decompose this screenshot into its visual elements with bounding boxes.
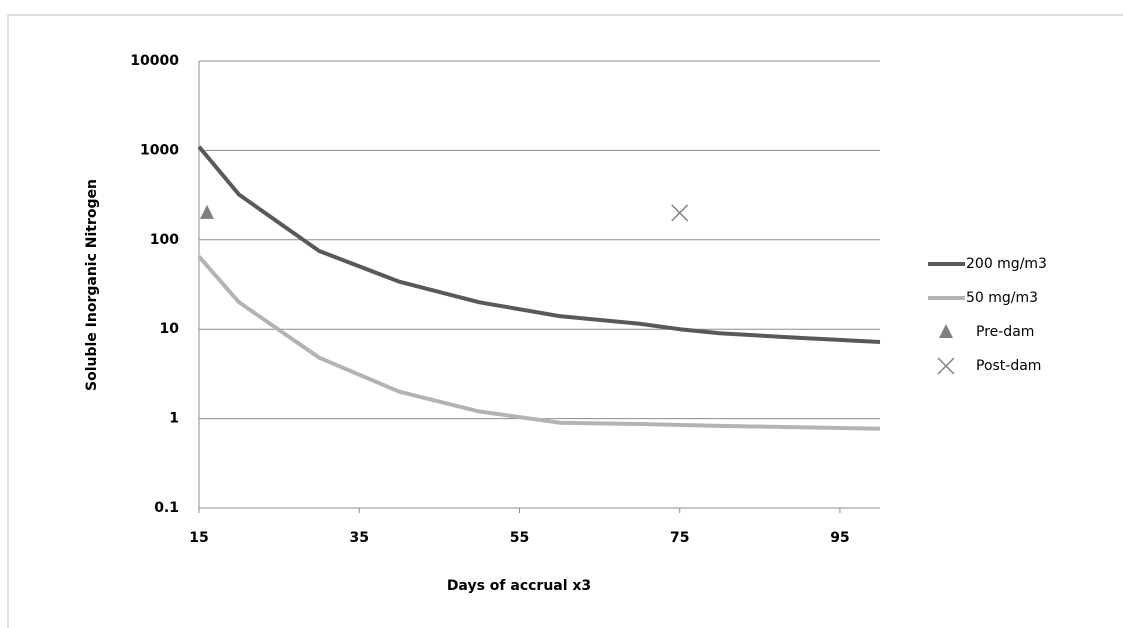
x-tick-label: 55 (510, 530, 529, 546)
series-line (197, 255, 881, 431)
x-axis-title: Days of accrual x3 (447, 578, 591, 594)
y-tick-label: 0.1 (154, 500, 179, 516)
y-axis-title: Soluble Inorganic Nitrogen (84, 179, 100, 391)
series-line (197, 145, 881, 344)
legend-swatch (937, 357, 955, 375)
x-tick-label: 35 (349, 530, 368, 546)
legend-label: 50 mg/m3 (966, 290, 1038, 306)
y-tick-label: 100 (150, 232, 179, 248)
y-tick-label: 10 (160, 321, 180, 337)
y-tick-label: 10000 (130, 53, 179, 69)
series-point (671, 204, 689, 222)
series-point (200, 204, 215, 219)
x-tick-label: 15 (189, 530, 208, 546)
chart-frame (7, 14, 1123, 628)
y-tick-label: 1000 (140, 142, 179, 158)
legend-label: 200 mg/m3 (966, 256, 1047, 272)
x-tick-label: 75 (670, 530, 689, 546)
legend-label: Post-dam (976, 358, 1041, 374)
legend-swatch (939, 324, 953, 338)
x-tick-label: 95 (830, 530, 849, 546)
legend-label: Pre-dam (976, 324, 1034, 340)
y-tick-label: 1 (169, 411, 179, 427)
